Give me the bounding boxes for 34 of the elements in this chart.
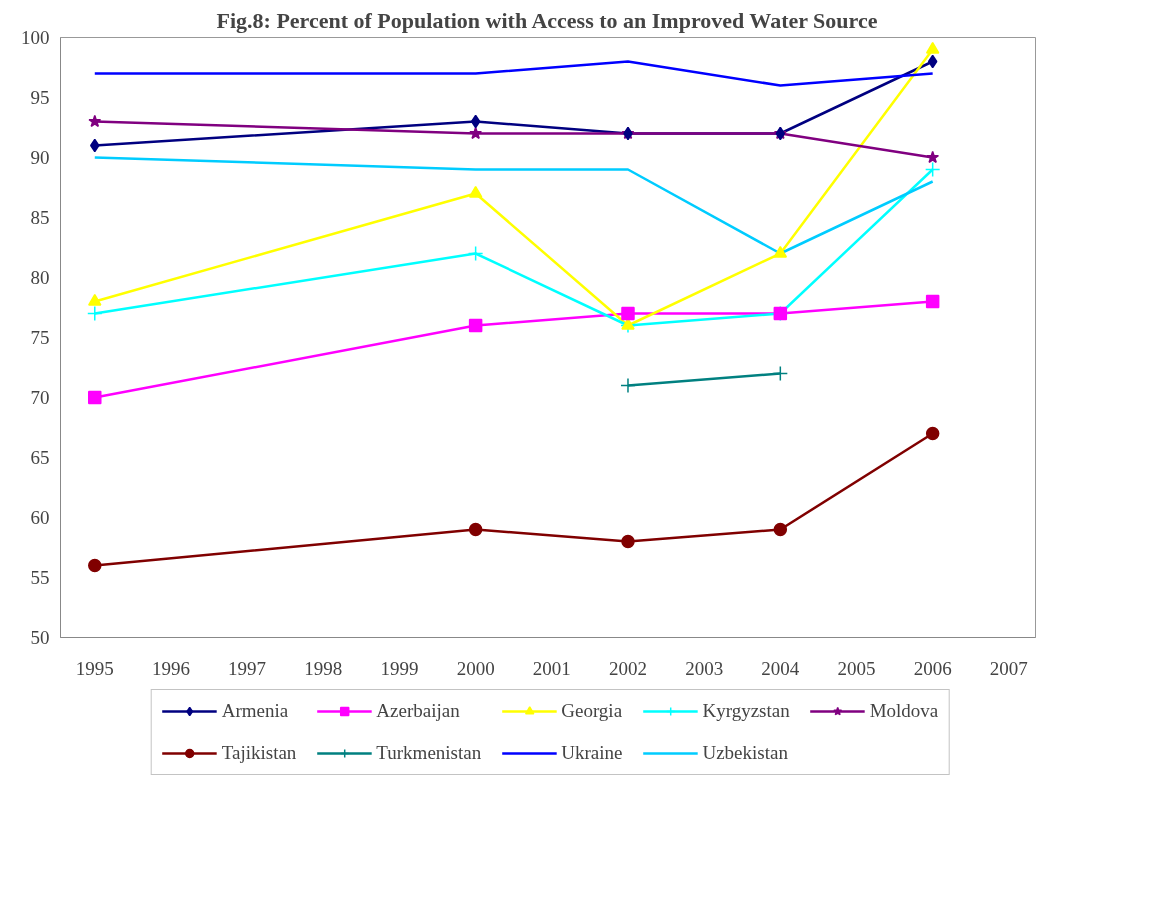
x-tick-label: 2000 xyxy=(456,657,495,679)
x-tick-label: 1997 xyxy=(228,657,267,679)
y-tick-label: 65 xyxy=(30,447,50,468)
x-tick-label: 2003 xyxy=(685,657,724,679)
y-tick-label: 95 xyxy=(30,87,50,108)
legend-label: Kyrgyzstan xyxy=(702,700,790,722)
chart-title: Fig.8: Percent of Population with Access to an Improved Water Source xyxy=(216,7,878,33)
y-tick-label: 85 xyxy=(30,207,50,228)
y-tick-label: 75 xyxy=(30,327,50,348)
x-tick-label: 2006 xyxy=(913,657,952,679)
legend-label: Moldova xyxy=(869,700,939,722)
y-tick-label: 70 xyxy=(30,387,50,408)
x-tick-label: 2001 xyxy=(532,657,571,679)
legend-label: Azerbaijan xyxy=(376,700,460,722)
legend-label: Tajikistan xyxy=(221,742,297,764)
y-tick-label: 60 xyxy=(30,507,50,528)
y-tick-label: 50 xyxy=(30,627,50,648)
x-tick-label: 1998 xyxy=(304,657,343,679)
x-tick-label: 1996 xyxy=(151,657,190,679)
legend-label: Armenia xyxy=(221,700,289,722)
y-tick-label: 100 xyxy=(21,27,50,48)
legend-label: Georgia xyxy=(561,700,623,722)
x-tick-label: 2002 xyxy=(608,657,647,679)
x-tick-label: 2005 xyxy=(837,657,876,679)
x-tick-label: 2007 xyxy=(989,657,1028,679)
x-tick-label: 1995 xyxy=(75,657,114,679)
y-tick-label: 90 xyxy=(30,147,50,168)
y-tick-label: 80 xyxy=(30,267,50,288)
legend-label: Ukraine xyxy=(561,742,623,764)
y-tick-label: 55 xyxy=(30,567,50,588)
x-tick-label: 2004 xyxy=(761,657,800,679)
legend-label: Turkmenistan xyxy=(376,742,482,764)
x-tick-label: 1999 xyxy=(380,657,419,679)
legend-label: Uzbekistan xyxy=(702,742,788,764)
